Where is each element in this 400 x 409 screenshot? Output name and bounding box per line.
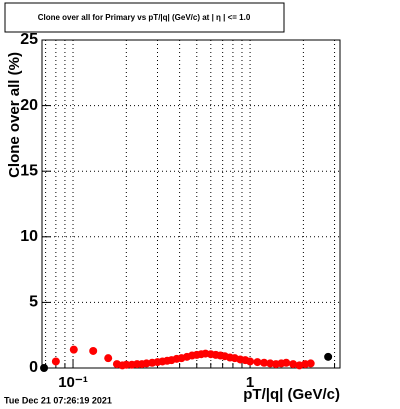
data-point [289,360,298,369]
y-tick-label: 5 [29,294,38,311]
data-point [69,345,78,354]
data-point [306,359,315,368]
y-tick-label: 20 [20,97,38,114]
title-box [4,2,285,33]
x-axis-label: pT/|q| (GeV/c) [243,386,340,403]
chart-title: Clone over all for Primary vs pT/|q| (Ge… [38,13,251,22]
data-point [89,346,98,355]
y-axis-label: Clone over all (%) [6,52,23,178]
data-point [253,358,262,367]
x-tick-label: 1 [246,374,254,391]
plot-frame [41,39,341,369]
data-point [324,352,333,361]
y-tick-label: 10 [20,228,38,245]
data-point [246,357,255,366]
data-point [104,354,113,363]
data-point [282,358,291,367]
data-point [51,357,60,366]
data-point [40,364,49,372]
y-tick-label: 0 [29,359,38,376]
data-point [260,358,269,367]
y-tick-label: 15 [20,162,38,179]
data-point [122,360,131,369]
x-tick-label: 10⁻¹ [58,374,88,391]
timestamp: Tue Dec 21 07:26:19 2021 [4,395,112,405]
y-tick-label: 25 [20,31,38,48]
